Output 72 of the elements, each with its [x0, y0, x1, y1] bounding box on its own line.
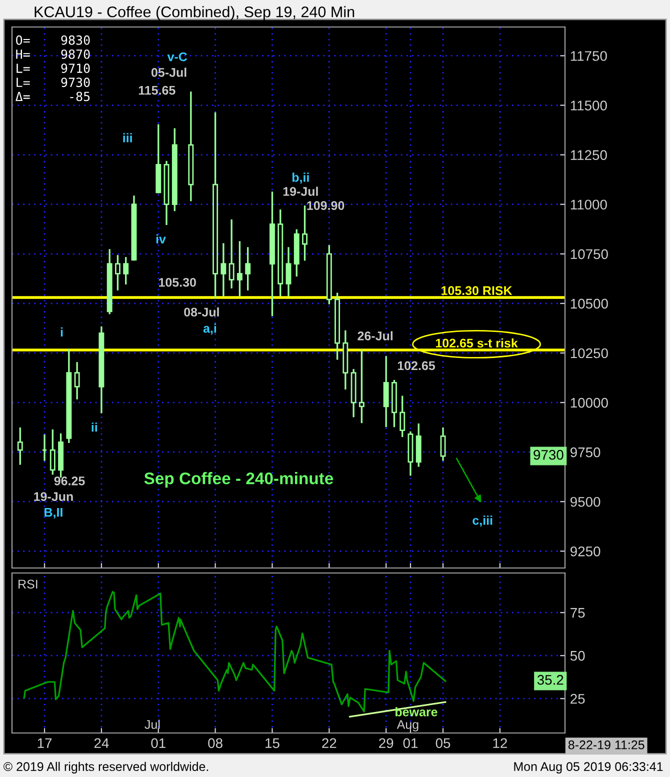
x-tick-label: 29: [379, 738, 394, 748]
y-tick-label: 10500: [570, 298, 608, 309]
text: Mon Aug 05 2019 06:33:41: [514, 762, 663, 774]
y-tick-label: 11750: [570, 51, 607, 61]
annotation: a,i: [203, 324, 216, 335]
annotation: 19-Jul: [283, 186, 318, 196]
annotation: 08-Jul: [184, 307, 219, 317]
x-tick-label: 08: [208, 738, 222, 748]
text: 8-22-19 11:25: [568, 740, 644, 750]
candlestick: [286, 247, 292, 296]
y-tick-label: 75: [570, 608, 585, 618]
candlestick: [358, 349, 364, 424]
text: © 2019 All rights reserved worldwide.: [4, 762, 208, 774]
y-tick-label: 25: [570, 694, 585, 704]
x-tick-label: 05: [436, 738, 450, 748]
y-tick-label: 11250: [570, 150, 607, 160]
annotation: 35.2: [537, 674, 564, 685]
annotation: b,ii: [292, 172, 309, 184]
annotation: Aug: [396, 720, 418, 732]
candlestick: [50, 429, 56, 475]
x-tick-label: 01: [151, 738, 166, 748]
annotation: i: [60, 327, 63, 336]
annotation: 9730: [534, 450, 564, 460]
x-tick-label: 17: [38, 738, 52, 748]
chart-title: KCAU19 - Coffee (Combined), Sep 19, 240 Min: [34, 6, 354, 20]
ref-line-label: 102.65 s-t risk: [436, 338, 518, 348]
x-tick-label: 15: [266, 738, 280, 748]
y-tick-label: 9250: [570, 546, 600, 556]
annotation: c,iii: [472, 516, 492, 527]
candlestick: [17, 427, 23, 465]
annotation: 26-Jul: [358, 331, 392, 340]
candlestick: [440, 427, 446, 461]
ref-line-label: 105.30 RISK: [442, 286, 512, 296]
annotation: 109.90: [307, 201, 344, 210]
annotation: 115.65: [138, 86, 176, 95]
y-tick-label: 10250: [570, 348, 608, 358]
annotation: iv: [156, 234, 166, 244]
y-tick-label: 11000: [570, 200, 607, 210]
annotation: beware: [396, 707, 438, 716]
y-tick-label: 9750: [570, 447, 600, 458]
annotation: Jul: [144, 720, 160, 729]
y-tick-label: 50: [570, 650, 585, 661]
annotation: iii: [123, 133, 132, 142]
y-tick-label: 11500: [570, 100, 607, 110]
candlestick: [383, 356, 389, 428]
annotation: 105.30: [159, 278, 196, 287]
x-tick-label: 12: [493, 738, 507, 748]
candlestick: [228, 219, 234, 288]
annotation: ii: [92, 422, 97, 432]
candlestick: [236, 241, 242, 296]
y-tick-label: 9500: [570, 496, 600, 507]
annotation: 05-Jul: [151, 68, 186, 77]
annotation: 96.25: [54, 476, 85, 486]
x-tick-label: 01: [403, 738, 418, 748]
annotation: 102.65: [398, 361, 436, 370]
candlestick: [302, 206, 308, 261]
candlestick: [123, 257, 129, 284]
candlestick: [74, 362, 80, 400]
candlestick: [400, 396, 406, 438]
candlestick: [220, 243, 226, 296]
annotation: B,II: [44, 508, 62, 519]
candlestick: [245, 247, 251, 290]
candlestick: [114, 255, 120, 290]
annotation: 19-Jun: [34, 492, 73, 502]
x-tick-label: 22: [322, 738, 336, 748]
annotation: Sep Coffee - 240-minute: [144, 472, 334, 488]
y-tick-label: 10750: [570, 249, 608, 260]
annotation: v-C: [167, 52, 188, 62]
annotation: O= 9830 H= 9870 L= 9710 L= 9730 Δ= -85: [16, 35, 90, 102]
chart-title: RSI: [18, 580, 38, 589]
x-tick-label: 24: [94, 738, 109, 748]
y-tick-label: 10000: [570, 398, 608, 408]
